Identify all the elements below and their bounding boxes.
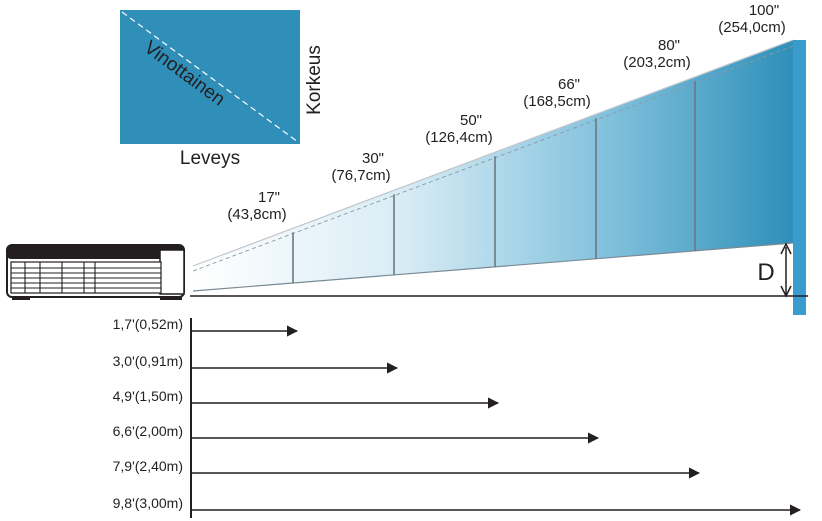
offset-indicator: D xyxy=(757,242,792,298)
distance-arrows: 1,7'(0,52m) 3,0'(0,91m) 4,9'(1,50m) 6,6'(2,… xyxy=(113,316,802,516)
height-label: Korkeus xyxy=(304,45,325,115)
distance-label: 7,9'(2,40m) xyxy=(113,458,183,474)
screen-planes xyxy=(292,80,696,283)
screen-size-legend: Vinottainen Korkeus Leveys xyxy=(120,10,325,169)
beam-top-edge xyxy=(192,39,794,267)
screen-size-inches: 66" xyxy=(558,76,580,93)
distance-label: 1,7'(0,52m) xyxy=(113,316,183,332)
projector-icon xyxy=(6,244,185,300)
screen-size-inches: 17" xyxy=(258,189,280,206)
beam-shape xyxy=(193,40,793,291)
screen-size-cm: (43,8cm) xyxy=(227,206,286,223)
screen-size-cm: (254,0cm) xyxy=(718,19,786,36)
screen-size-cm: (76,7cm) xyxy=(331,167,390,184)
screen-size-inches: 30" xyxy=(362,150,384,167)
distance-label: 4,9'(1,50m) xyxy=(113,388,183,404)
distance-label: 9,8'(3,00m) xyxy=(113,495,183,511)
screen-size-cm: (203,2cm) xyxy=(623,54,691,71)
screen-size-inches: 80" xyxy=(658,37,680,54)
screen-size-labels: 17"(43,8cm) 30"(76,7cm) 50"(126,4cm) 66"(16… xyxy=(227,2,785,223)
screen-size-inches: 50" xyxy=(460,112,482,129)
diagonal-dashed-line xyxy=(121,11,299,143)
screen-size-cm: (168,5cm) xyxy=(523,93,591,110)
offset-label: D xyxy=(757,259,774,286)
projection-wall xyxy=(793,40,806,315)
screen-size-inches: 100" xyxy=(749,2,779,19)
distance-label: 3,0'(0,91m) xyxy=(113,353,183,369)
offset-arrow-head-top xyxy=(780,242,792,255)
width-label: Leveys xyxy=(180,148,240,169)
screen-size-cm: (126,4cm) xyxy=(425,129,493,146)
projection-beam: 17"(43,8cm) 30"(76,7cm) 50"(126,4cm) 66"(16… xyxy=(192,2,794,292)
distance-label: 6,6'(2,00m) xyxy=(113,423,183,439)
offset-arrow-head-bottom xyxy=(780,285,792,298)
